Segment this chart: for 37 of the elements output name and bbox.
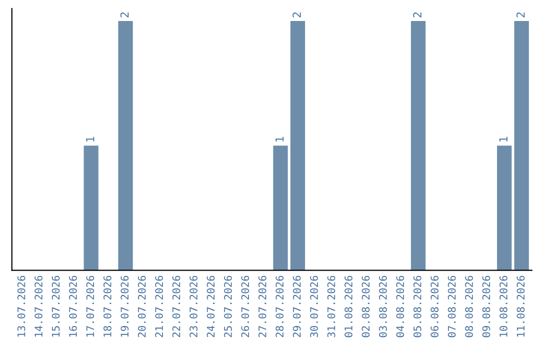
- x-tick-label: 26.07.2026: [241, 276, 250, 338]
- x-tick-label: 25.07.2026: [224, 276, 232, 338]
- data-label: 2: [120, 12, 129, 18]
- x-tick-label: 08.08.2026: [465, 276, 473, 338]
- x-tick-label: 28.07.2026: [276, 276, 284, 338]
- x-tick-label: 24.07.2026: [206, 276, 215, 338]
- data-label: 2: [516, 12, 525, 18]
- x-tick-label: 18.07.2026: [103, 276, 112, 337]
- x-tick-label: 01.08.2026: [344, 276, 352, 338]
- data-label: 2: [292, 12, 301, 18]
- x-tick-label: 11.08.2026: [516, 276, 525, 337]
- x-tick-label: 31.07.2026: [327, 276, 336, 338]
- x-tick-label: 09.08.2026: [482, 276, 490, 338]
- data-label: 2: [413, 12, 422, 18]
- x-tick-label: 27.07.2026: [258, 276, 266, 338]
- x-tick-label: 23.07.2026: [190, 276, 198, 338]
- x-tick-label: 15.07.2026: [52, 276, 60, 337]
- x-tick-label: 22.07.2026: [172, 276, 180, 338]
- x-tick-label: 19.07.2026: [120, 276, 129, 337]
- x-tick-label: 20.07.2026: [138, 276, 146, 338]
- x-tick-label: 29.07.2026: [292, 276, 301, 338]
- x-tick-label: 04.08.2026: [396, 276, 404, 338]
- x-tick-label: 30.07.2026: [310, 276, 318, 338]
- x-tick-label: 03.08.2026: [378, 276, 387, 338]
- x-tick-label: 10.08.2026: [500, 276, 508, 337]
- x-tick-label: 16.07.2026: [69, 276, 77, 337]
- data-label: 1: [275, 136, 284, 142]
- data-label: 1: [86, 136, 94, 142]
- x-tick-label: 02.08.2026: [362, 276, 370, 338]
- x-tick-label: 05.08.2026: [413, 276, 422, 338]
- x-tick-label: 06.08.2026: [430, 276, 439, 338]
- x-tick-label: 07.08.2026: [448, 276, 456, 338]
- x-tick-label: 13.07.2026: [17, 276, 26, 337]
- x-tick-label: 17.07.2026: [86, 276, 94, 337]
- x-tick-label: 21.07.2026: [155, 276, 164, 338]
- x-tick-label: 14.07.2026: [34, 276, 42, 337]
- data-label: 1: [499, 136, 508, 142]
